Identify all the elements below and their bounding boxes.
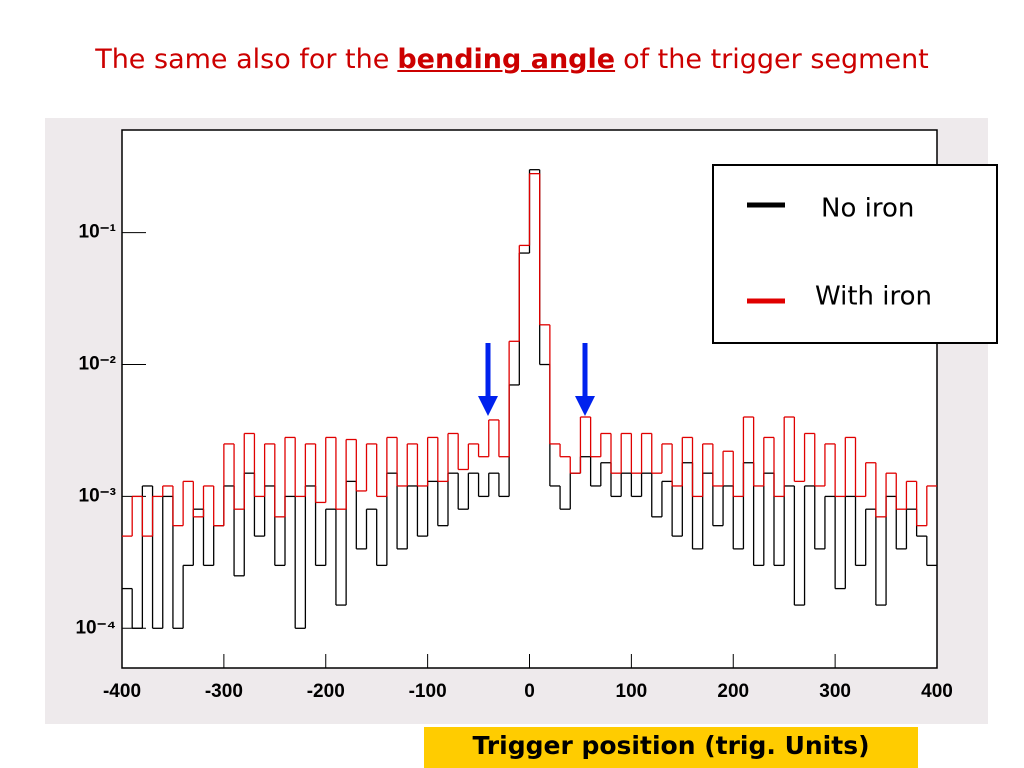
y-tick-label: 10⁻³ [79, 485, 117, 506]
legend-box [712, 164, 998, 344]
series [122, 173, 937, 537]
y-tick-label: 10⁻⁴ [75, 617, 116, 638]
title-part: The same also for the [95, 44, 390, 75]
arrow-head [575, 396, 595, 416]
legend: No iron With iron [712, 164, 998, 344]
x-tick-label: -100 [409, 681, 447, 702]
chart: -400 -300 -200 -100 0 100 200 300 400 10⁻⁴ 10⁻³ 10⁻… [45, 118, 998, 724]
x-tick-label: -200 [307, 681, 345, 702]
x-tick-label: 400 [921, 681, 953, 702]
x-tick-label: -300 [205, 681, 243, 702]
legend-label: No iron [821, 194, 914, 224]
x-tick-label: 300 [819, 681, 851, 702]
y-tick-label: 10⁻² [79, 354, 117, 375]
arrow [478, 343, 498, 416]
x-tick-label: -400 [103, 681, 141, 702]
title-part: of the trigger segment [623, 44, 929, 75]
x-axis-label: Trigger position (trig. Units) [424, 727, 918, 768]
x-tick-label: 0 [524, 681, 535, 702]
x-tick-label: 200 [717, 681, 749, 702]
title-emphasis: bending angle [397, 44, 616, 75]
slide-title: The same also for the bending angle of the… [0, 44, 1024, 75]
y-tick-label: 10⁻¹ [79, 222, 117, 243]
legend-label: With iron [815, 282, 932, 312]
x-tick-label: 100 [616, 681, 648, 702]
arrow [575, 343, 595, 416]
arrow-head [478, 396, 498, 416]
